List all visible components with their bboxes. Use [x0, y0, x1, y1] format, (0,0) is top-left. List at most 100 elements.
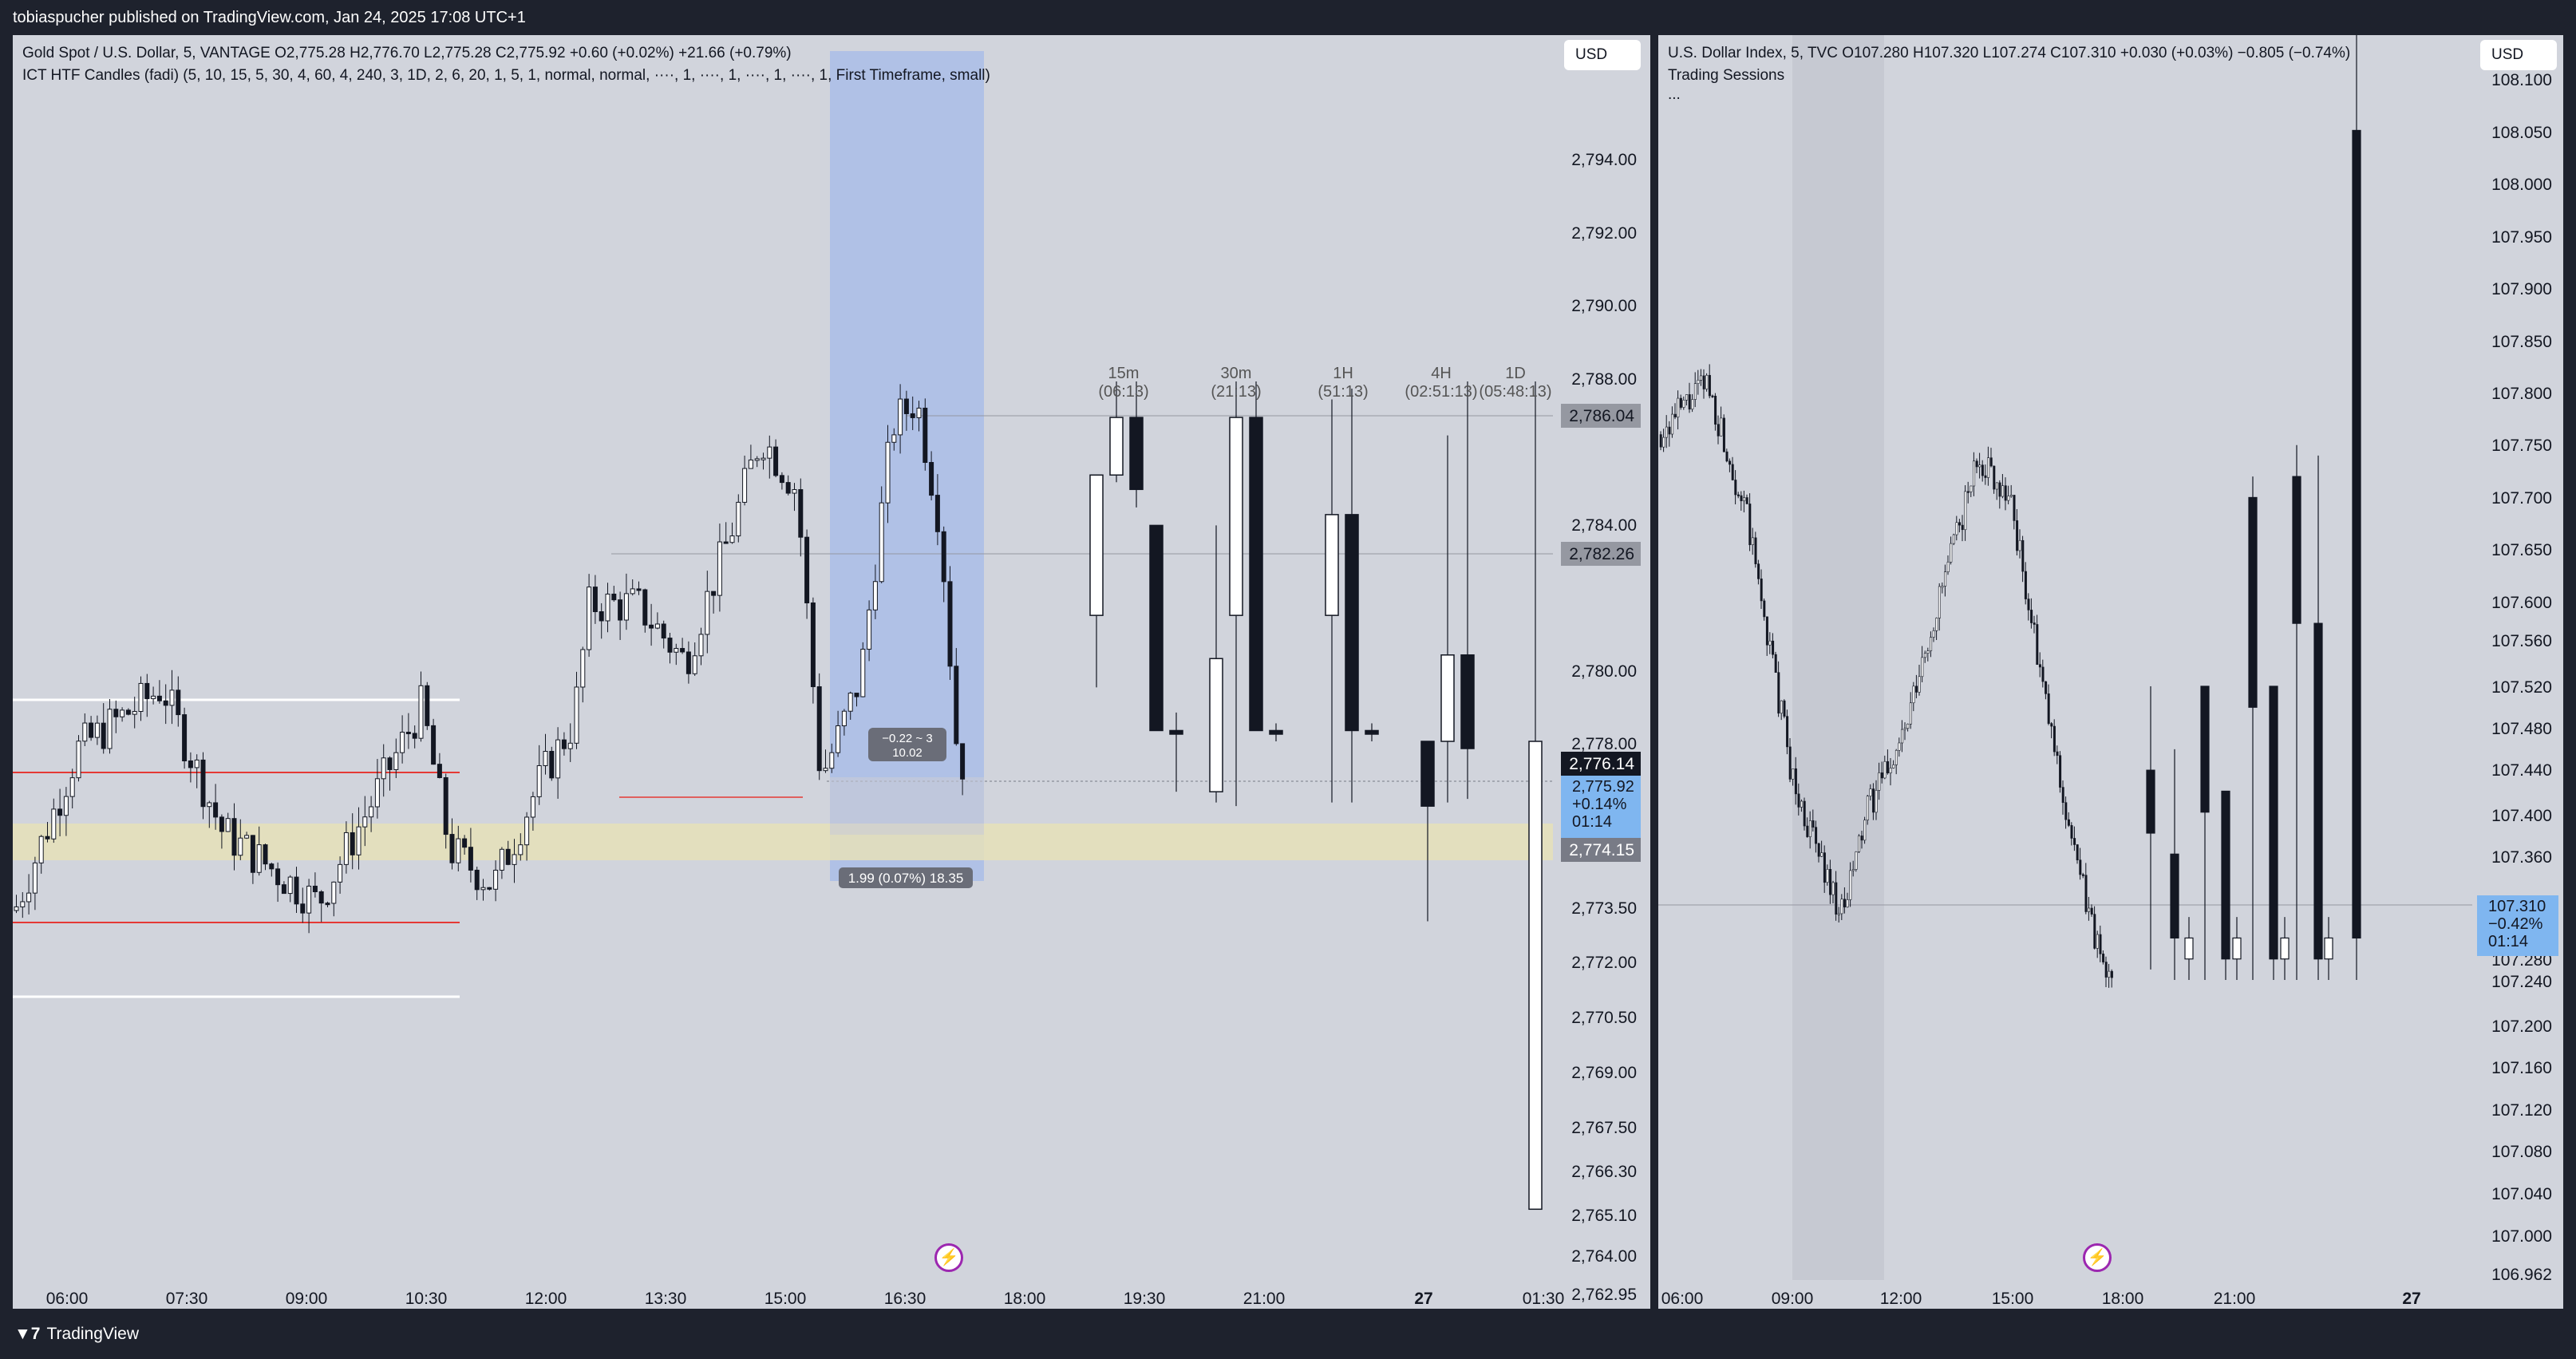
candle-body — [742, 468, 748, 503]
candle-body — [1831, 882, 1835, 895]
measure-small-text: −0.22 ~ 3 — [882, 732, 932, 745]
candle-body — [1763, 600, 1766, 618]
gold-price-chart[interactable]: 15m(06:13) 30m(21:13) 1H(51:13) 4H(02:51:13… — [13, 35, 1650, 1309]
candle-body — [1691, 399, 1694, 410]
candle-body — [188, 760, 193, 768]
candle-body — [101, 722, 106, 749]
candle-body — [156, 695, 162, 701]
candle-body — [200, 759, 206, 808]
candle-body — [561, 739, 567, 749]
x-axis-tick: 10:30 — [405, 1290, 448, 1308]
candle-body — [487, 887, 492, 890]
candle-body — [929, 461, 934, 496]
candle-body — [910, 413, 915, 418]
candle-body — [1720, 417, 1723, 437]
candle-body — [1754, 537, 1757, 564]
y-axis-tick: 2,778.00 — [1571, 735, 1637, 753]
candle-body — [1685, 394, 1689, 401]
candle-body — [1909, 702, 1912, 725]
htf-candle-body — [2280, 937, 2290, 960]
candle-body — [387, 757, 393, 770]
candle-body — [1878, 772, 1881, 791]
candle-body — [960, 743, 966, 780]
candle-body — [1837, 913, 1840, 915]
y-axis-tick: 107.400 — [2491, 807, 2552, 825]
candle-body — [1797, 793, 1800, 808]
ict-indicator-header[interactable]: ICT HTF Candles (fadi) (5, 10, 15, 5, 30… — [22, 67, 990, 84]
candle-body — [1901, 729, 1904, 744]
candle-body — [841, 710, 847, 727]
measure-range-tooltip — [839, 867, 973, 888]
candle-body — [649, 624, 654, 629]
candle-body — [512, 854, 517, 865]
gold-symbol-header[interactable]: Gold Spot / U.S. Dollar, 5, VANTAGE O2,7… — [22, 45, 792, 61]
candle-body — [1760, 579, 1763, 602]
gold-chart-pane[interactable]: 15m (06:13) 30m (21:13) 1H (51:13) 4H (02:51:13… — [13, 35, 1650, 1309]
htf-candle-body — [1169, 729, 1183, 735]
candle-body — [611, 593, 617, 601]
candle-body — [238, 837, 243, 856]
candle-body — [82, 722, 88, 742]
candle-body — [69, 777, 75, 797]
currency-selector[interactable]: USD — [1564, 40, 1641, 70]
candle-body — [941, 531, 946, 583]
candle-body — [1935, 618, 1938, 631]
candle-body — [2076, 844, 2079, 861]
dxy-price-chart[interactable]: 108.100 108.050 108.000 107.950 107.900 107.8… — [1658, 35, 2563, 1309]
y-axis-tick: 107.520 — [2491, 678, 2552, 697]
htf-candle-body — [2146, 769, 2155, 834]
candle-body — [1823, 852, 1826, 883]
candle-body — [667, 638, 673, 653]
candle-body — [269, 863, 275, 870]
candle-body — [125, 709, 131, 715]
candle-body — [829, 752, 835, 769]
y-axis-tick: 2,767.50 — [1571, 1119, 1637, 1137]
htf-candle-body — [1528, 741, 1543, 1211]
htf-label-30m: 30m — [1221, 365, 1252, 382]
candle-body — [456, 838, 461, 863]
candle-body — [1682, 400, 1685, 408]
candle-body — [1803, 800, 1806, 827]
tradingview-logo-icon: ▼7 — [14, 1325, 41, 1343]
tradingview-brand[interactable]: ▼7 TradingView — [14, 1325, 140, 1343]
candle-body — [2004, 485, 2007, 501]
dxy-chart-pane[interactable]: 108.100 108.050 108.000 107.950 107.900 107.8… — [1658, 35, 2563, 1309]
x-axis-tick: 21:00 — [2214, 1290, 2256, 1308]
candle-body — [1829, 869, 1832, 895]
y-axis-tick: 107.850 — [2491, 333, 2552, 351]
htf-label-time: (51:13) — [1318, 383, 1368, 401]
more-options-icon[interactable]: ... — [1668, 86, 1681, 103]
candle-body — [2061, 787, 2064, 804]
candle-body — [1946, 561, 1950, 572]
candle-body — [630, 588, 635, 595]
lightning-icon[interactable]: ⚡ — [934, 1243, 963, 1272]
candle-body — [343, 832, 349, 865]
x-axis-tick: 15:00 — [765, 1290, 807, 1308]
y-axis-tick: 107.900 — [2491, 280, 2552, 298]
candle-body — [219, 816, 224, 832]
candle-body — [256, 844, 262, 873]
y-axis-tick: 107.200 — [2491, 1017, 2552, 1036]
dxy-symbol-header[interactable]: U.S. Dollar Index, 5, TVC O107.280 H107.… — [1668, 45, 2351, 61]
x-axis-tick: 15:00 — [1992, 1290, 2034, 1308]
candle-body — [1875, 790, 1878, 813]
currency-selector-right[interactable]: USD — [2480, 40, 2557, 70]
candle-body — [754, 458, 760, 461]
candle-body — [480, 887, 486, 891]
measure-tooltip-small — [868, 728, 946, 761]
candle-body — [2081, 874, 2084, 876]
htf-candle-body — [1229, 417, 1243, 616]
candle-body — [1772, 640, 1775, 655]
candle-body — [1705, 374, 1709, 389]
candle-body — [816, 686, 822, 772]
candle-body — [312, 885, 318, 893]
htf-candle-body — [2269, 685, 2278, 960]
candle-body — [338, 863, 343, 883]
htf-candle-body — [2248, 496, 2258, 708]
candle-body — [692, 655, 697, 674]
candle-body — [163, 700, 168, 706]
candle-body — [57, 808, 63, 816]
lightning-icon-right[interactable]: ⚡ — [2083, 1243, 2112, 1272]
trading-sessions-header[interactable]: Trading Sessions — [1668, 67, 1785, 84]
candle-body — [138, 682, 144, 713]
